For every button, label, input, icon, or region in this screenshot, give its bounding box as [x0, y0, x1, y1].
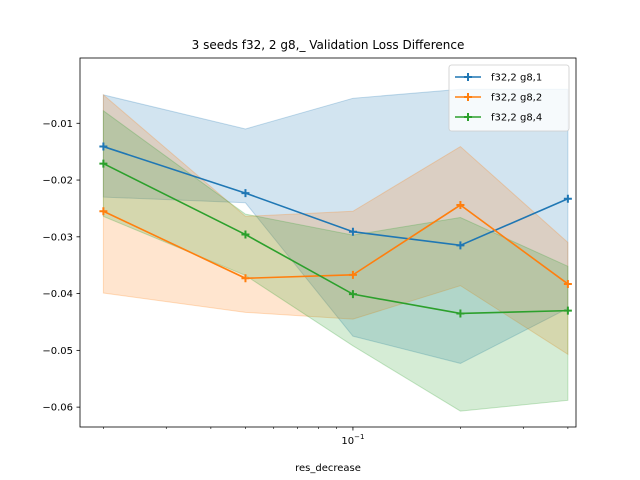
confidence-bands	[102, 88, 569, 412]
point-series-2-1	[99, 207, 108, 216]
legend-marker-1	[464, 73, 472, 81]
point-series-3-1	[99, 159, 108, 168]
legend: f32,2 g8,1 f32,2 g8,2 f32,2 g8,4	[448, 64, 570, 132]
point-series-1-4	[456, 241, 465, 250]
series-markers	[99, 142, 572, 318]
y-tick-label-6: −0.06	[42, 403, 73, 414]
legend-label-3: f32,2 g8,4	[491, 113, 542, 124]
point-series-2-4	[456, 201, 465, 210]
y-tick-label-2: −0.02	[42, 176, 73, 187]
y-tick-label-1: −0.01	[42, 119, 73, 130]
y-tick-label-4: −0.04	[42, 289, 73, 300]
legend-box	[448, 64, 570, 132]
point-series-1-2	[241, 189, 250, 198]
band-series-2	[102, 93, 569, 356]
chart-title: 3 seeds f32, 2 g8,_ Validation Loss Diff…	[192, 38, 465, 52]
y-tick-label-5: −0.05	[42, 346, 73, 357]
plot-frame	[79, 57, 577, 428]
legend-marker-3	[464, 113, 472, 121]
x-axis-ticks: 10−1	[103, 427, 569, 447]
point-series-3-4	[456, 309, 465, 318]
point-series-2-5	[563, 279, 572, 288]
point-series-2-3	[348, 270, 357, 279]
x-axis-label: res_decrease	[295, 463, 361, 474]
point-series-1-3	[348, 227, 357, 236]
legend-marker-2	[464, 93, 472, 101]
point-series-2-2	[241, 274, 250, 283]
point-series-3-3	[348, 290, 357, 299]
y-tick-label-3: −0.03	[42, 232, 73, 243]
point-series-1-5	[563, 194, 572, 203]
legend-label-1: f32,2 g8,1	[491, 73, 542, 84]
y-axis-ticks: −0.01 −0.02 −0.03 −0.04 −0.05 −0.06	[42, 119, 80, 414]
legend-label-2: f32,2 g8,2	[491, 93, 542, 104]
point-series-1-1	[99, 142, 108, 151]
x-tick-label-1: 10−1	[341, 433, 364, 447]
point-series-3-2	[241, 230, 250, 239]
point-series-3-5	[563, 306, 572, 315]
